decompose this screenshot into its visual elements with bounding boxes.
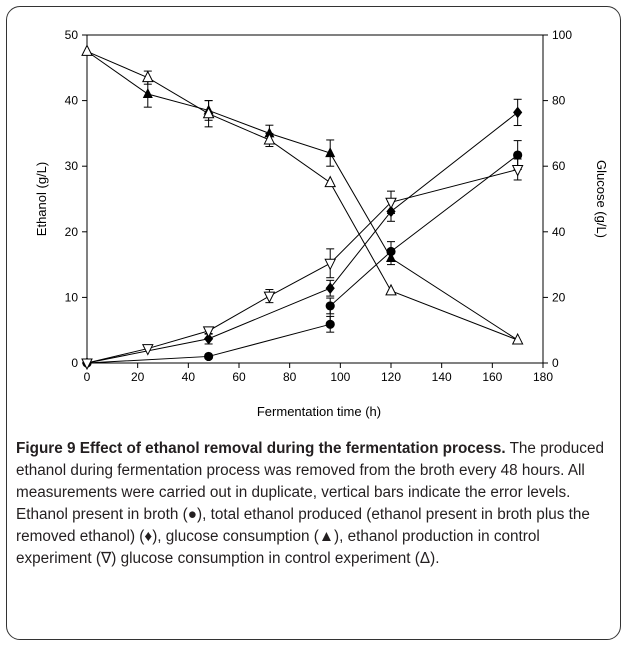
x-tick-label: 160 <box>482 370 502 384</box>
x-tick-label: 20 <box>131 370 145 384</box>
series-circle-filled <box>82 140 523 368</box>
plot-frame <box>86 34 544 364</box>
x-tick-label: 0 <box>84 370 91 384</box>
data-point-triangle-down-open <box>263 291 276 304</box>
y-right-tick-label: 40 <box>552 225 566 239</box>
x-tick-label: 40 <box>182 370 196 384</box>
data-point-diamond <box>513 106 523 119</box>
series-layer <box>81 44 524 371</box>
series-line <box>86 112 518 364</box>
data-point-triangle-down-open <box>81 358 93 371</box>
y-right-tick-label: 20 <box>552 290 566 304</box>
y-axis-left-label: Ethanol (g/L) <box>34 162 49 236</box>
data-point-circle <box>204 351 214 362</box>
y-right-tick-label: 0 <box>552 356 559 370</box>
chart: 0 20 40 60 80 100 120 140 160 1800102030405002040… <box>34 28 609 419</box>
data-point-triangle-up-open <box>141 70 154 83</box>
y-left-tick-label: 40 <box>65 94 79 108</box>
series-triangle-up-filled <box>82 45 523 345</box>
series-line <box>86 50 518 341</box>
x-tick-label: 120 <box>381 370 401 384</box>
x-tick-label: 60 <box>232 370 246 384</box>
data-point-triangle-up <box>142 88 153 99</box>
data-point-triangle-down-open <box>324 258 337 271</box>
series-line <box>86 154 518 364</box>
data-point-triangle-down-open <box>511 164 524 177</box>
y-left-tick-label: 50 <box>65 28 79 42</box>
data-point-triangle-up-open <box>324 175 337 188</box>
series-triangle-down-open <box>81 158 524 371</box>
data-point-triangle-up-open <box>81 44 93 56</box>
x-tick-label: 80 <box>283 370 297 384</box>
x-tick-label: 100 <box>330 370 350 384</box>
series-line <box>86 168 518 364</box>
data-point-circle <box>513 150 523 160</box>
y-left-tick-label: 0 <box>71 356 78 370</box>
data-point-circle <box>325 301 335 311</box>
x-tick-label: 180 <box>533 370 553 384</box>
axes: 0 20 40 60 80 100 120 140 160 1800102030405002040… <box>65 28 573 384</box>
series-diamond-filled <box>82 98 523 369</box>
y-right-tick-label: 100 <box>552 28 572 42</box>
x-tick-label: 140 <box>432 370 452 384</box>
series-triangle-up-open <box>81 44 524 345</box>
data-point-diamond <box>204 332 214 345</box>
data-point-triangle-down-open <box>202 326 215 338</box>
data-point-triangle-up-open <box>202 106 215 119</box>
figure-frame <box>6 6 621 640</box>
data-point-triangle-up-open <box>263 132 276 145</box>
y-left-tick-label: 30 <box>65 159 79 173</box>
y-left-tick-label: 20 <box>65 225 79 239</box>
data-point-diamond <box>325 282 335 295</box>
data-point-triangle-up-open <box>385 283 397 296</box>
x-axis-label: Fermentation time (h) <box>257 404 381 419</box>
data-point-triangle-up-open <box>511 332 524 345</box>
caption-text: The produced ethanol during fermentation… <box>16 440 604 567</box>
y-axis-right-label: Glucose (g/L) <box>594 160 609 238</box>
data-point-triangle-down-open <box>141 344 154 356</box>
data-point-circle <box>325 319 335 329</box>
y-right-tick-label: 60 <box>552 159 566 173</box>
y-left-tick-label: 10 <box>65 290 79 304</box>
data-point-triangle-up <box>386 252 396 263</box>
y-right-tick-label: 80 <box>552 94 566 108</box>
caption-title: Figure 9 Effect of ethanol removal durin… <box>16 440 506 457</box>
figure-caption: Figure 9 Effect of ethanol removal durin… <box>16 438 614 570</box>
data-point-triangle-down-open <box>385 197 397 210</box>
data-point-triangle-up <box>264 127 275 138</box>
data-point-triangle-up <box>325 147 336 158</box>
